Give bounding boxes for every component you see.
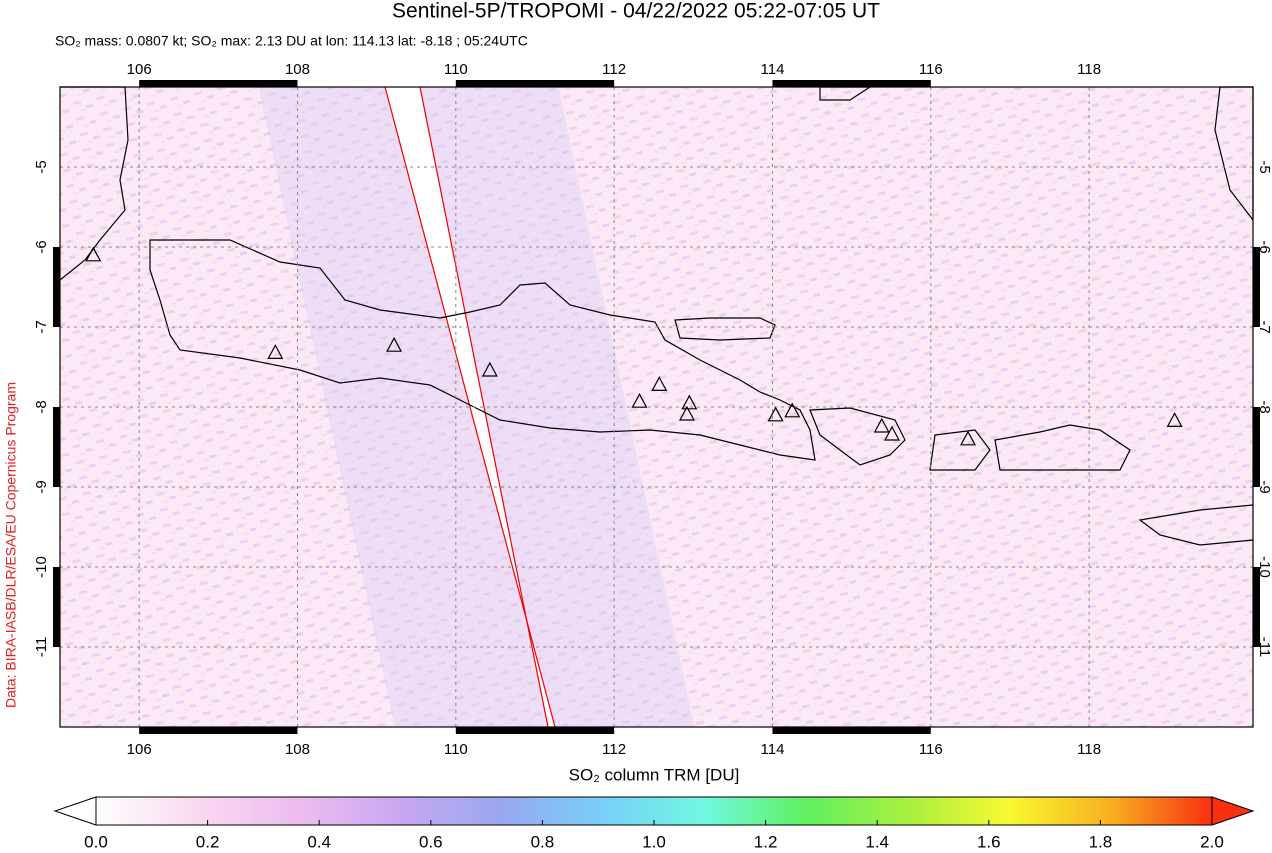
y-tick-label: -5 (33, 160, 50, 173)
coastline (149, 239, 816, 461)
colorbar-under (53, 796, 97, 826)
colorbar-tick-label: 1.6 (977, 832, 1001, 851)
coastline (994, 424, 1131, 471)
y-tick-label: -8 (33, 400, 50, 413)
coastline (929, 429, 991, 471)
frame-bar (53, 567, 60, 647)
y-tick-label: -9 (33, 480, 50, 493)
orbit-edge (419, 86, 549, 728)
volcano (960, 430, 977, 446)
y-tick-label: -6 (33, 240, 50, 253)
volcano (267, 344, 284, 359)
volcano (681, 394, 698, 410)
volcano (1166, 412, 1183, 427)
y-tick-label: -7 (1256, 320, 1272, 333)
x-tick-label: 114 (761, 61, 785, 78)
coastline (674, 317, 776, 341)
volcano (651, 376, 668, 391)
x-tick-label: 112 (602, 741, 626, 758)
x-tick-label: 114 (761, 741, 785, 758)
coastline (809, 407, 906, 466)
y-tick-label: -10 (1256, 556, 1272, 578)
coastline (1138, 504, 1254, 546)
frame-bar (53, 407, 60, 487)
map-frame (59, 86, 1254, 728)
x-tick-label: 116 (919, 741, 943, 758)
x-tick-label: 118 (1077, 61, 1101, 78)
x-tick-label: 118 (1077, 741, 1101, 758)
colorbar-tick-label: 0.4 (307, 832, 331, 851)
volcano (884, 425, 901, 441)
y-tick-label: -6 (1256, 240, 1272, 253)
frame-bar (53, 247, 60, 327)
y-tick-label: -7 (33, 320, 50, 333)
colorbar-label: SO₂ column TRM [DU] (569, 765, 740, 784)
y-tick-label: -5 (1256, 160, 1272, 173)
y-tick-label: -8 (1256, 400, 1272, 413)
frame-bar (139, 727, 298, 734)
volcano (767, 406, 784, 422)
frame-bar (139, 80, 298, 87)
frame-bar (1253, 247, 1260, 327)
colorbar-tick-label: 1.8 (1089, 832, 1113, 851)
colorbar-tick-label: 0.6 (419, 832, 443, 851)
y-tick-label: -11 (1256, 637, 1272, 658)
coastline (59, 86, 129, 281)
volcano (481, 361, 498, 377)
y-tick-label: -10 (33, 556, 50, 578)
credit: Data: BIRA-IASB/DLR/ESA/EU Copernicus Pr… (3, 382, 19, 708)
colorbar-tick-label: 1.4 (865, 832, 889, 851)
x-tick-label: 108 (285, 741, 310, 758)
frame-bar (455, 80, 615, 87)
x-tick-label: 116 (919, 61, 943, 78)
volcano (85, 246, 102, 262)
volcano (631, 392, 648, 408)
subtitle: SO₂ mass: 0.0807 kt; SO₂ max: 2.13 DU at… (55, 33, 528, 49)
frame-bar (772, 80, 931, 87)
volcano (873, 417, 890, 433)
volcano (386, 336, 403, 352)
y-tick-label: -11 (33, 637, 50, 658)
frame-bar (455, 727, 615, 734)
colorbar-tick-label: 1.0 (642, 832, 666, 851)
frame-bar (772, 727, 931, 734)
y-tick-label: -9 (1256, 480, 1272, 493)
frame-bar (1253, 567, 1260, 647)
colorbar-tick-label: 2.0 (1200, 832, 1224, 851)
x-tick-label: 110 (444, 61, 468, 78)
x-tick-label: 108 (285, 61, 310, 78)
x-tick-label: 112 (602, 61, 626, 78)
colorbar-tick-label: 0.2 (196, 832, 220, 851)
title: Sentinel-5P/TROPOMI - 04/22/2022 05:22-0… (392, 0, 880, 23)
volcano (784, 402, 801, 418)
colorbar-tick-label: 0.8 (531, 832, 555, 851)
colorbar-tick-label: 0.0 (84, 832, 108, 851)
colorbar-tick-label: 1.2 (754, 832, 778, 851)
colorbar-over (1211, 796, 1255, 826)
x-tick-label: 110 (444, 741, 468, 758)
x-tick-label: 106 (127, 741, 152, 758)
x-tick-label: 106 (127, 61, 152, 78)
frame-bar (1253, 407, 1260, 487)
volcano (678, 405, 695, 421)
